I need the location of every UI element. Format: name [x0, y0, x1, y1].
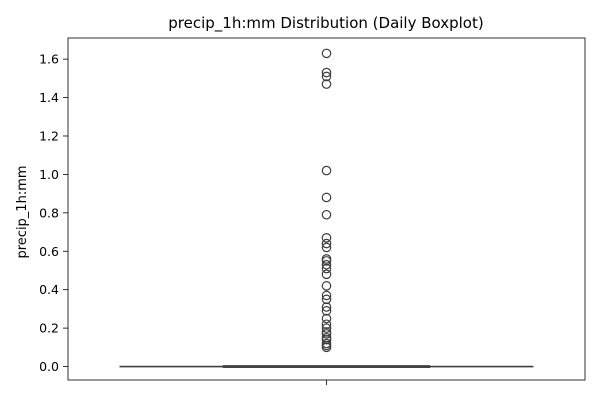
outlier-point — [321, 313, 332, 324]
outlier-point — [321, 192, 332, 203]
y-axis: 0.0 0.2 0.4 0.6 0.8 1.0 1.2 1.4 1.6 — [39, 52, 68, 374]
outlier-point — [321, 79, 332, 89]
outlier-series — [321, 48, 332, 353]
y-tick-label: 0.8 — [39, 205, 59, 220]
outlier-point — [321, 48, 332, 59]
y-tick-label: 1.2 — [39, 128, 59, 143]
y-tick-label: 1.0 — [39, 167, 59, 182]
y-tick-label: 0.6 — [39, 244, 59, 259]
outlier-point — [321, 259, 332, 270]
outlier-point — [321, 329, 332, 339]
outlier-point — [321, 323, 332, 333]
y-tick-label: 1.4 — [39, 90, 59, 105]
outlier-point — [321, 306, 332, 316]
y-tick-label: 0.4 — [39, 282, 59, 297]
outlier-point — [321, 263, 332, 274]
y-axis-label: precip_1h:mm — [15, 165, 30, 258]
outlier-point — [321, 242, 332, 253]
chart-title: precip_1h:mm Distribution (Daily Boxplot… — [168, 14, 483, 33]
outlier-point — [321, 233, 332, 243]
outlier-point — [321, 281, 332, 291]
outlier-point — [321, 209, 332, 220]
outlier-point — [321, 290, 332, 301]
outlier-point — [321, 269, 332, 280]
outlier-point — [321, 319, 332, 330]
outlier-point — [321, 302, 332, 312]
outlier-point — [321, 165, 332, 176]
outlier-point — [321, 238, 332, 249]
outlier-point — [321, 294, 332, 305]
box-series — [119, 365, 534, 368]
y-tick-label: 0.0 — [39, 359, 59, 374]
outlier-point — [321, 256, 332, 266]
y-tick-label: 1.6 — [39, 52, 59, 67]
outlier-point — [321, 67, 332, 78]
y-tick-label: 0.2 — [39, 321, 59, 336]
outlier-point — [321, 334, 332, 345]
outlier-point — [321, 71, 332, 82]
outlier-point — [321, 342, 332, 353]
